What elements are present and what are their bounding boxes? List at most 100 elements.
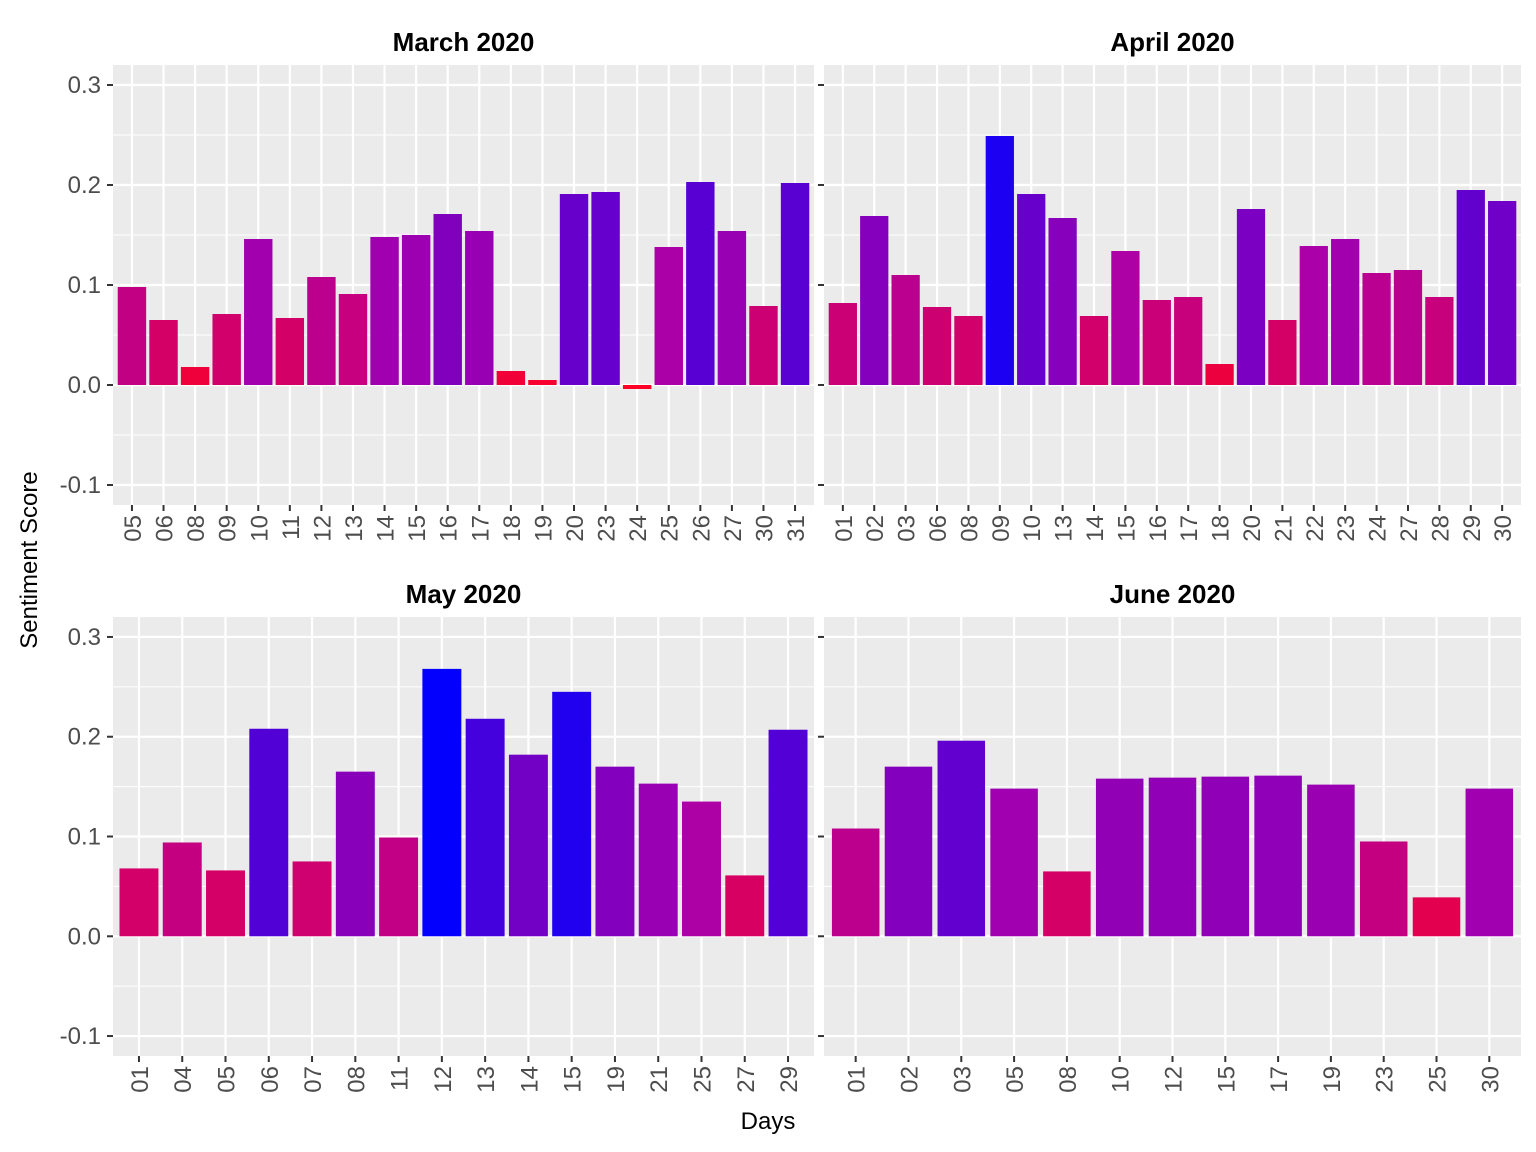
bar-02 xyxy=(860,216,889,385)
x-tick-label: 22 xyxy=(1302,515,1329,542)
x-tick-label: 15 xyxy=(560,1066,587,1093)
bar-18 xyxy=(1205,364,1234,385)
bar-11 xyxy=(275,318,305,385)
bar-08 xyxy=(954,316,983,385)
bar-06 xyxy=(922,307,952,385)
x-tick-label: 26 xyxy=(688,515,715,542)
x-tick-label: 02 xyxy=(896,1066,923,1093)
bar-14 xyxy=(508,754,548,937)
x-tick-label: 19 xyxy=(530,515,557,542)
x-tick-label: 23 xyxy=(1333,515,1360,542)
panel-title: June 2020 xyxy=(1110,579,1236,609)
x-tick-label: 08 xyxy=(183,515,210,542)
x-tick-label: 05 xyxy=(120,515,147,542)
x-tick-label: 29 xyxy=(776,1066,803,1093)
panel-title: April 2020 xyxy=(1110,27,1234,57)
bar-08 xyxy=(180,367,210,385)
x-tick-label: 20 xyxy=(1239,515,1266,542)
x-tick-label: 15 xyxy=(404,515,431,542)
bar-15 xyxy=(1201,776,1250,937)
bar-25 xyxy=(654,247,683,385)
x-tick-label: 17 xyxy=(467,515,494,542)
bar-30 xyxy=(749,306,778,385)
x-tick-label: 21 xyxy=(1270,515,1297,542)
bar-13 xyxy=(338,294,368,385)
bar-05 xyxy=(990,788,1038,937)
x-tick-label: 02 xyxy=(862,515,889,542)
x-tick-label: 01 xyxy=(127,1066,154,1093)
x-tick-label: 30 xyxy=(751,515,778,542)
x-tick-label: 27 xyxy=(720,515,747,542)
bar-10 xyxy=(244,239,273,385)
x-tick-label: 06 xyxy=(257,1066,284,1093)
x-tick-label: 05 xyxy=(214,1066,241,1093)
bar-07 xyxy=(292,861,332,937)
bar-19 xyxy=(528,380,557,385)
y-axis-title: Sentiment Score xyxy=(16,471,43,649)
x-tick-label: 09 xyxy=(988,515,1015,542)
bar-20 xyxy=(1236,209,1266,385)
bar-03 xyxy=(937,740,986,937)
panel-2: 01 02 03 06 08 09 10 13 14 15 16 17 18 20 21 22 23 24 27 28… xyxy=(818,27,1521,542)
bar-05 xyxy=(117,287,147,385)
bar-24 xyxy=(622,385,652,389)
x-tick-label: 12 xyxy=(430,1066,457,1093)
x-tick-label: 10 xyxy=(1108,1066,1135,1093)
x-tick-label: 10 xyxy=(246,515,273,542)
bar-22 xyxy=(1299,246,1328,385)
x-tick-label: 08 xyxy=(956,515,983,542)
x-tick-label: 15 xyxy=(1213,1066,1240,1093)
bar-01 xyxy=(831,828,880,937)
panel-4: 01 02 03 05 08 10 12 15 17 19 23 25 30 June 2020 xyxy=(818,579,1521,1093)
x-tick-label: 30 xyxy=(1477,1066,1504,1093)
x-tick-label: 11 xyxy=(387,1066,414,1091)
bar-23 xyxy=(591,192,620,385)
x-tick-label: 12 xyxy=(1161,1066,1188,1093)
x-tick-label: 27 xyxy=(733,1066,760,1093)
bar-15 xyxy=(401,235,431,385)
x-tick-label: 23 xyxy=(594,515,621,542)
bar-23 xyxy=(1331,239,1360,385)
bar-09 xyxy=(985,136,1014,385)
x-tick-label: 27 xyxy=(1396,515,1423,542)
y-tick-label: 0.2 xyxy=(68,724,101,751)
x-tick-label: 17 xyxy=(1266,1066,1293,1093)
x-tick-label: 06 xyxy=(925,515,952,542)
bar-27 xyxy=(1393,270,1423,385)
x-tick-label: 20 xyxy=(562,515,589,542)
bar-29 xyxy=(1456,190,1485,385)
bar-17 xyxy=(1254,775,1302,937)
bar-08 xyxy=(335,771,375,937)
x-tick-label: 19 xyxy=(1319,1066,1346,1093)
x-tick-label: 14 xyxy=(1082,515,1109,542)
bar-30 xyxy=(1465,788,1514,937)
bar-17 xyxy=(1174,297,1203,385)
bar-30 xyxy=(1488,201,1517,385)
x-tick-label: 09 xyxy=(215,515,242,542)
x-tick-label: 16 xyxy=(436,515,463,542)
x-tick-label: 19 xyxy=(603,1066,630,1093)
x-tick-label: 31 xyxy=(783,515,810,542)
x-tick-label: 17 xyxy=(1176,515,1203,542)
bar-06 xyxy=(249,728,289,937)
bar-16 xyxy=(1142,300,1171,385)
x-tick-label: 24 xyxy=(1365,515,1392,542)
bar-14 xyxy=(1079,316,1109,385)
bar-26 xyxy=(686,182,715,385)
bar-09 xyxy=(212,314,241,385)
x-tick-label: 25 xyxy=(657,515,684,542)
x-tick-label: 25 xyxy=(1425,1066,1452,1093)
bar-12 xyxy=(307,277,336,385)
bar-15 xyxy=(1111,251,1140,385)
bar-25 xyxy=(1412,897,1461,937)
bar-12 xyxy=(422,668,462,937)
x-tick-label: 13 xyxy=(1051,515,1078,542)
bar-23 xyxy=(1359,841,1408,937)
x-tick-label: 30 xyxy=(1490,515,1517,542)
x-tick-label: 04 xyxy=(170,1066,197,1093)
panel-title: March 2020 xyxy=(393,27,535,57)
y-tick-label: 0.2 xyxy=(68,172,101,199)
bar-17 xyxy=(465,231,494,385)
panel-1: 05 06 08 09 10 11 12 13 14 15 16 17 18 19 20 23 24 25 26 27… xyxy=(60,27,814,542)
